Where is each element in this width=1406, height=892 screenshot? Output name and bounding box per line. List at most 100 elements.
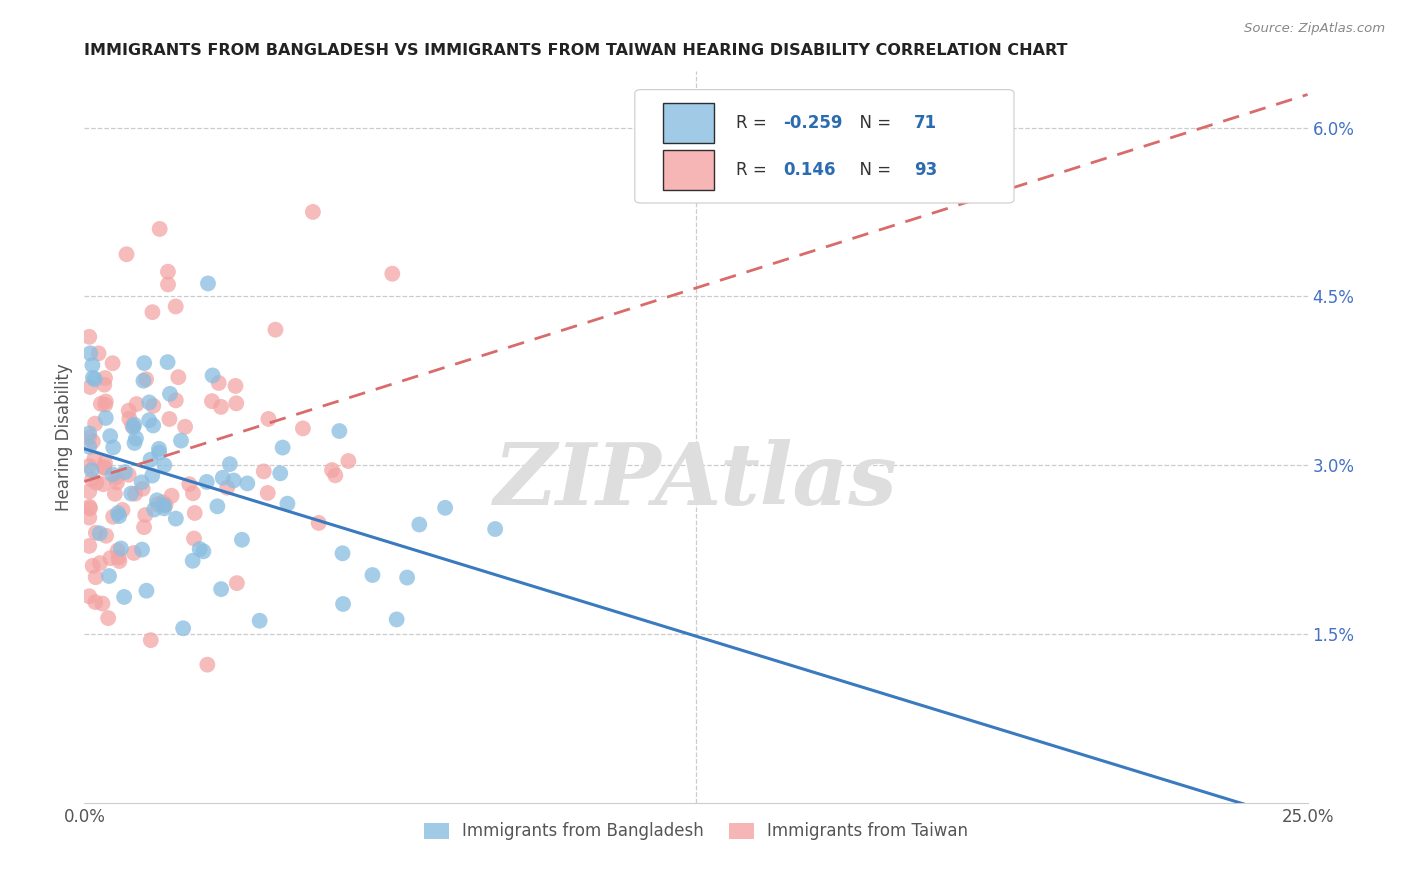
Point	[231, 533, 253, 547]
Point	[84, 570, 107, 584]
Point	[139, 452, 162, 467]
Point	[98, 569, 121, 583]
Point	[207, 500, 229, 514]
Point	[77, 430, 100, 444]
Point	[195, 475, 218, 489]
Point	[131, 475, 153, 490]
Point	[408, 517, 430, 532]
Point	[209, 582, 232, 596]
Point	[104, 471, 127, 485]
Point	[236, 476, 259, 491]
Point	[124, 486, 146, 500]
Point	[82, 558, 104, 573]
Point	[107, 550, 129, 565]
Point	[79, 510, 101, 524]
Point	[87, 346, 110, 360]
Point	[148, 445, 170, 459]
FancyBboxPatch shape	[664, 150, 714, 190]
Point	[142, 399, 165, 413]
Point	[156, 277, 179, 292]
Point	[142, 418, 165, 433]
Point	[138, 395, 160, 409]
Point	[77, 484, 100, 499]
Point	[83, 372, 105, 386]
Point	[120, 486, 142, 500]
Point	[152, 495, 174, 509]
Point	[153, 501, 176, 516]
Point	[89, 556, 111, 570]
Point	[153, 458, 176, 473]
Point	[209, 400, 232, 414]
Text: IMMIGRANTS FROM BANGLADESH VS IMMIGRANTS FROM TAIWAN HEARING DISABILITY CORRELAT: IMMIGRANTS FROM BANGLADESH VS IMMIGRANTS…	[84, 43, 1069, 58]
Point	[181, 486, 204, 500]
Point	[131, 482, 153, 496]
Point	[111, 503, 134, 517]
Point	[107, 543, 129, 558]
Point	[134, 508, 156, 522]
Point	[160, 489, 183, 503]
Point	[256, 486, 278, 500]
Point	[385, 612, 408, 626]
Point	[174, 419, 197, 434]
Point	[79, 380, 101, 394]
Point	[84, 417, 107, 431]
Point	[93, 461, 115, 475]
Point	[77, 539, 100, 553]
Point	[101, 467, 124, 482]
Point	[141, 305, 163, 319]
Point	[131, 542, 153, 557]
Point	[84, 525, 107, 540]
Point	[83, 451, 105, 466]
Point	[77, 426, 100, 441]
Point	[146, 497, 169, 511]
Point	[188, 541, 211, 556]
Point	[257, 412, 280, 426]
Point	[484, 522, 506, 536]
Point	[94, 456, 117, 470]
Point	[141, 468, 163, 483]
Point	[118, 403, 141, 417]
Point	[434, 500, 457, 515]
Point	[91, 477, 114, 491]
Point	[332, 546, 354, 560]
Point	[118, 411, 141, 425]
Point	[135, 583, 157, 598]
Point	[264, 323, 287, 337]
Point	[291, 421, 314, 435]
Point	[110, 541, 132, 556]
Point	[249, 614, 271, 628]
Text: ZIPAtlas: ZIPAtlas	[494, 439, 898, 523]
Point	[125, 397, 148, 411]
Point	[101, 509, 124, 524]
Point	[132, 520, 155, 534]
Point	[125, 431, 148, 445]
Point	[195, 657, 218, 672]
Point	[79, 346, 101, 360]
Point	[165, 511, 187, 525]
Point	[79, 501, 101, 516]
Point	[332, 597, 354, 611]
Point	[94, 529, 117, 543]
Point	[323, 468, 346, 483]
Text: 93: 93	[914, 161, 936, 178]
FancyBboxPatch shape	[664, 103, 714, 143]
Point	[321, 463, 343, 477]
Point	[108, 509, 131, 524]
Point	[90, 397, 112, 411]
Point	[159, 387, 181, 401]
Point	[165, 300, 187, 314]
Point	[337, 454, 360, 468]
Point	[107, 506, 129, 520]
Point	[100, 551, 122, 566]
Point	[211, 471, 233, 485]
Point	[224, 379, 246, 393]
Point	[183, 532, 205, 546]
Point	[143, 502, 166, 516]
Point	[148, 442, 170, 456]
Point	[276, 497, 298, 511]
Point	[82, 358, 104, 372]
Point	[138, 413, 160, 427]
Point	[183, 506, 205, 520]
Point	[103, 441, 125, 455]
Point	[193, 544, 215, 558]
